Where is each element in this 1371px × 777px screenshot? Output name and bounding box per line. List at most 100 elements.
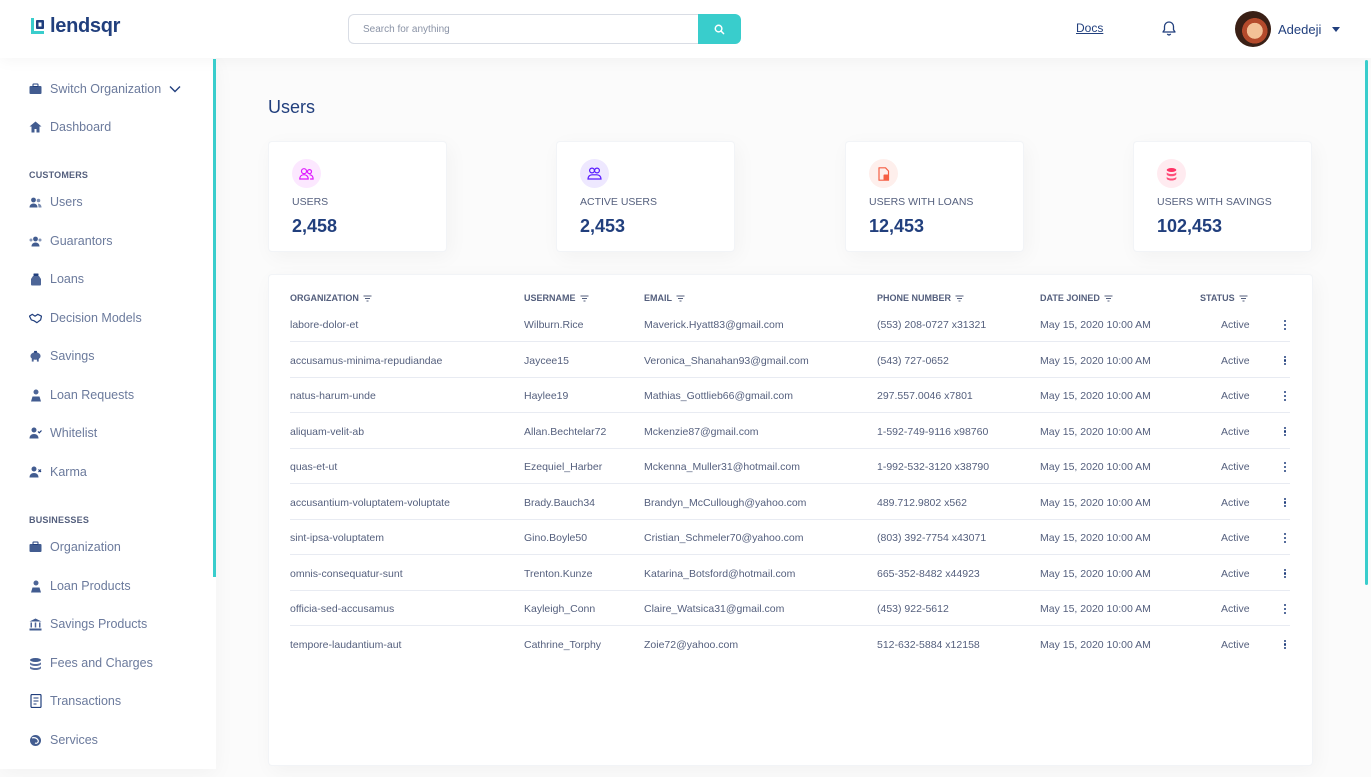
switch-organization[interactable]: Switch Organization <box>29 82 181 96</box>
sidebar-item-loan-products[interactable]: Loan Products <box>29 579 131 593</box>
sidebar-item-transactions[interactable]: Transactions <box>29 694 121 708</box>
sidebar-item-dashboard[interactable]: Dashboard <box>29 120 111 134</box>
filter-icon[interactable] <box>955 295 964 302</box>
cell-username: Ezequiel_Harber <box>524 461 603 473</box>
column-header-status[interactable]: STATUS <box>1200 293 1248 303</box>
cell-username: Wilburn.Rice <box>524 319 584 331</box>
sidebar-scrollbar[interactable] <box>213 59 216 577</box>
sidebar-item-fees-and-charges[interactable]: Fees and Charges <box>29 656 153 670</box>
cell-email: Claire_Watsica31@gmail.com <box>644 603 785 615</box>
switch-organization-label: Switch Organization <box>50 82 162 96</box>
cell-email: Mathias_Gottlieb66@gmail.com <box>644 390 793 402</box>
column-header-email[interactable]: EMAIL <box>644 293 685 303</box>
section-title-customers: CUSTOMERS <box>29 170 89 180</box>
cell-status: Active <box>1221 532 1250 544</box>
more-options-icon[interactable] <box>1283 320 1287 330</box>
cell-phone: (543) 727-0652 <box>877 354 949 367</box>
user-check-icon <box>29 427 42 440</box>
user-x-icon <box>29 466 42 479</box>
cell-date-joined: May 15, 2020 10:00 AM <box>1040 390 1151 402</box>
more-options-icon[interactable] <box>1283 462 1287 472</box>
table-row[interactable]: accusamus-minima-repudiandae Jaycee15 Vero… <box>290 343 1290 378</box>
column-header-phone-number[interactable]: PHONE NUMBER <box>877 293 964 303</box>
cell-date-joined: May 15, 2020 10:00 AM <box>1040 496 1151 509</box>
cell-organization: sint-ipsa-voluptatem <box>290 532 384 544</box>
table-row[interactable]: sint-ipsa-voluptatem Gino.Boyle50 Cristian… <box>290 520 1290 555</box>
table-row[interactable]: accusantium-voluptatem-voluptate Brady.Ba… <box>290 485 1290 520</box>
users-icon <box>292 159 321 188</box>
sidebar-item-savings[interactable]: Savings <box>29 349 94 363</box>
search-button[interactable] <box>698 14 741 44</box>
table-row[interactable]: natus-harum-unde Haylee19 Mathias_Gottlieb… <box>290 378 1290 413</box>
table-row[interactable]: omnis-consequatur-sunt Trenton.Kunze Katar… <box>290 556 1290 591</box>
section-title-businesses: BUSINESSES <box>29 515 90 525</box>
filter-icon[interactable] <box>676 295 685 302</box>
cell-organization: accusamus-minima-repudiandae <box>290 354 443 367</box>
search-input[interactable] <box>348 14 698 44</box>
table-row[interactable]: officia-sed-accusamus Kayleigh_Conn Claire… <box>290 591 1290 626</box>
more-options-icon[interactable] <box>1283 568 1287 579</box>
table-row[interactable]: labore-dolor-et Wilburn.Rice Maverick.Hyat… <box>290 307 1290 342</box>
cell-date-joined: May 15, 2020 10:00 AM <box>1040 638 1151 651</box>
cell-date-joined: May 15, 2020 10:00 AM <box>1040 461 1151 473</box>
more-options-icon[interactable] <box>1283 355 1287 366</box>
cell-status: Active <box>1221 638 1250 651</box>
cell-phone: 297.557.0046 x7801 <box>877 390 973 402</box>
more-options-icon[interactable] <box>1283 497 1287 508</box>
sidebar-item-label: Savings <box>50 349 95 363</box>
more-options-icon[interactable] <box>1283 639 1287 650</box>
stat-value: 12,453 <box>869 216 925 236</box>
sidebar-item-label: Loan Products <box>50 579 131 593</box>
sidebar-item-label: Organization <box>50 540 121 554</box>
loan-request-icon <box>29 389 42 402</box>
loan-document-icon <box>869 159 898 188</box>
page-scrollbar[interactable] <box>1365 60 1368 585</box>
stat-label: USERS WITH LOANS <box>869 196 974 208</box>
filter-icon[interactable] <box>1104 295 1113 302</box>
sidebar-item-guarantors[interactable]: Guarantors <box>29 234 113 248</box>
sidebar-item-decision-models[interactable]: Decision Models <box>29 311 142 325</box>
user-menu[interactable]: Adedeji <box>1235 11 1341 47</box>
sidebar-item-users[interactable]: Users <box>29 195 83 209</box>
table-row[interactable]: quas-et-ut Ezequiel_Harber Mckenna_Muller3… <box>290 449 1290 484</box>
filter-icon[interactable] <box>363 295 372 302</box>
column-header-username[interactable]: USERNAME <box>524 293 589 303</box>
sidebar-item-loans[interactable]: Loans <box>29 272 84 286</box>
sidebar-item-services[interactable]: Services <box>29 733 98 747</box>
more-options-icon[interactable] <box>1283 426 1287 437</box>
cell-username: Kayleigh_Conn <box>524 603 596 615</box>
docs-link[interactable]: Docs <box>1076 21 1104 35</box>
cell-email: Cristian_Schmeler70@yahoo.com <box>644 532 804 544</box>
logo[interactable]: lendsqr <box>30 15 120 38</box>
sidebar-item-whitelist[interactable]: Whitelist <box>29 426 97 440</box>
more-options-icon[interactable] <box>1283 391 1287 401</box>
column-header-organization[interactable]: ORGANIZATION <box>290 293 372 303</box>
sidebar-item-organization[interactable]: Organization <box>29 540 121 554</box>
coins-icon <box>29 657 42 670</box>
sidebar-item-karma[interactable]: Karma <box>29 465 87 479</box>
cell-username: Allan.Bechtelar72 <box>524 425 607 438</box>
column-header-label: STATUS <box>1200 293 1235 303</box>
sidebar-item-savings-products[interactable]: Savings Products <box>29 617 147 631</box>
home-icon <box>29 121 42 134</box>
loan-request-icon <box>29 580 42 593</box>
more-options-icon[interactable] <box>1283 533 1287 543</box>
cell-date-joined: May 15, 2020 10:00 AM <box>1040 567 1151 580</box>
notifications-button[interactable] <box>1161 20 1177 42</box>
table-row[interactable]: tempore-laudantium-aut Cathrine_Torphy Zoi… <box>290 627 1290 662</box>
column-header-label: ORGANIZATION <box>290 293 359 303</box>
active-users-icon <box>580 159 609 188</box>
sidebar-item-loan-requests[interactable]: Loan Requests <box>29 388 134 402</box>
cell-status: Active <box>1221 319 1250 331</box>
cell-phone: 1-592-749-9116 x98760 <box>877 425 989 438</box>
sidebar-item-label: Savings Products <box>50 617 148 631</box>
table-row[interactable]: aliquam-velit-ab Allan.Bechtelar72 Mckenzi… <box>290 414 1290 449</box>
filter-icon[interactable] <box>1239 295 1248 302</box>
column-header-date-joined[interactable]: DATE JOINED <box>1040 293 1113 303</box>
filter-icon[interactable] <box>580 295 589 302</box>
lendsqr-logo-icon <box>31 18 44 34</box>
more-options-icon[interactable] <box>1283 604 1287 614</box>
cell-status: Active <box>1221 496 1250 509</box>
sidebar-item-label: Whitelist <box>50 426 98 440</box>
sidebar-item-label: Transactions <box>50 694 122 708</box>
